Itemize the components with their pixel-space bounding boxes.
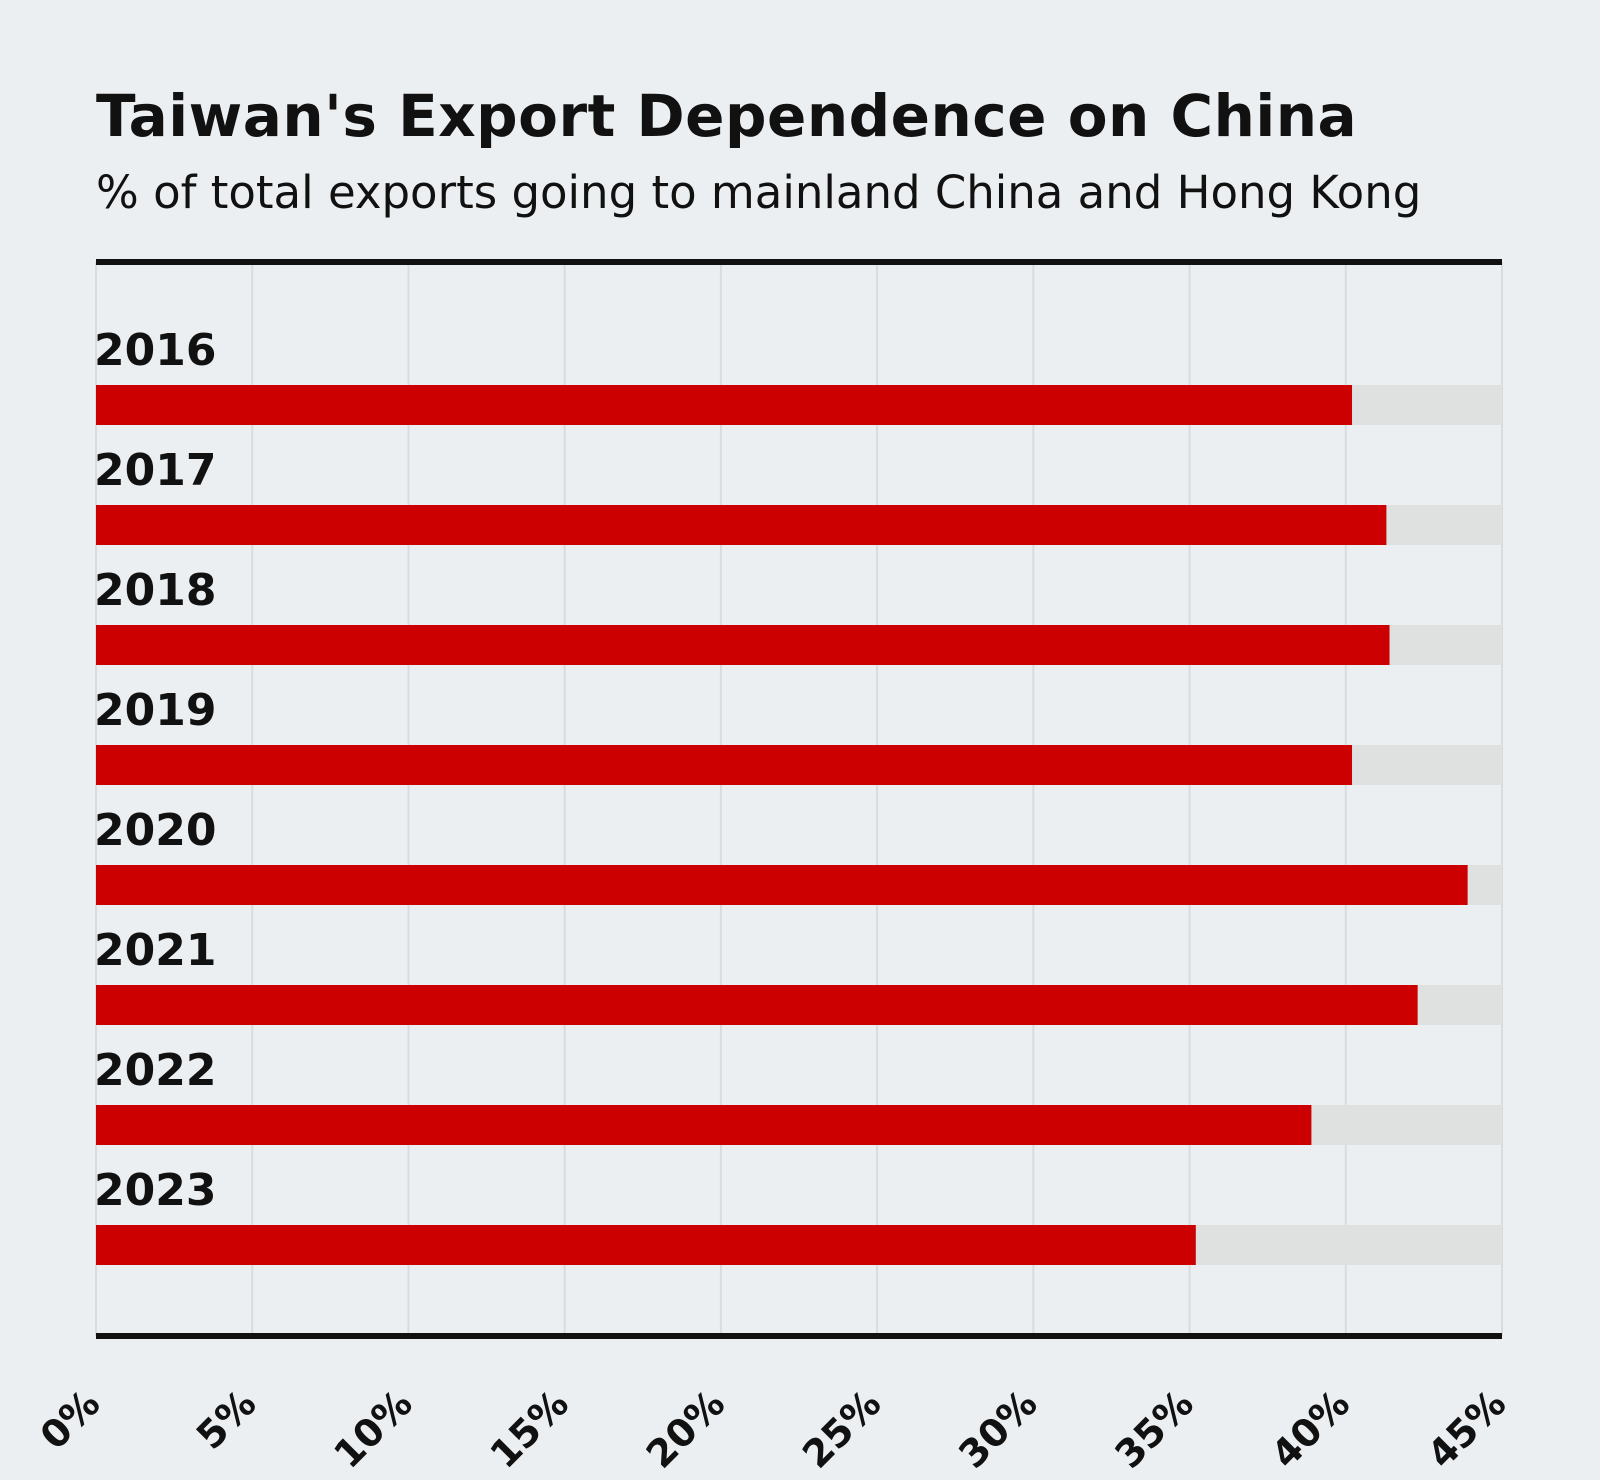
bar: [96, 1105, 1312, 1145]
category-label: 2019: [94, 685, 216, 736]
chart-title: Taiwan's Export Dependence on China: [96, 82, 1358, 150]
bar: [96, 745, 1353, 785]
bar: [96, 385, 1353, 425]
bar: [96, 625, 1390, 665]
bar: [96, 985, 1418, 1025]
x-tick-label: 25%: [794, 1381, 889, 1476]
x-tick-label: 5%: [188, 1381, 265, 1458]
category-label: 2022: [94, 1045, 216, 1096]
x-tick-label: 10%: [325, 1381, 420, 1476]
bar: [96, 505, 1387, 545]
x-tick-label: 40%: [1263, 1381, 1358, 1476]
bar: [96, 1225, 1196, 1265]
category-label: 2023: [94, 1165, 216, 1216]
category-label: 2020: [94, 805, 216, 856]
category-label: 2016: [94, 325, 216, 376]
x-tick-label: 35%: [1106, 1381, 1201, 1476]
category-label: 2021: [94, 925, 216, 976]
chart-subtitle: % of total exports going to mainland Chi…: [96, 166, 1422, 219]
category-label: 2017: [94, 445, 216, 496]
x-tick-label: 0%: [32, 1381, 109, 1458]
category-label: 2018: [94, 565, 216, 616]
x-tick-label: 15%: [482, 1381, 577, 1476]
x-tick-label: 20%: [638, 1381, 733, 1476]
x-tick-label: 30%: [950, 1381, 1045, 1476]
bar: [96, 865, 1468, 905]
x-tick-label: 45%: [1419, 1381, 1514, 1476]
